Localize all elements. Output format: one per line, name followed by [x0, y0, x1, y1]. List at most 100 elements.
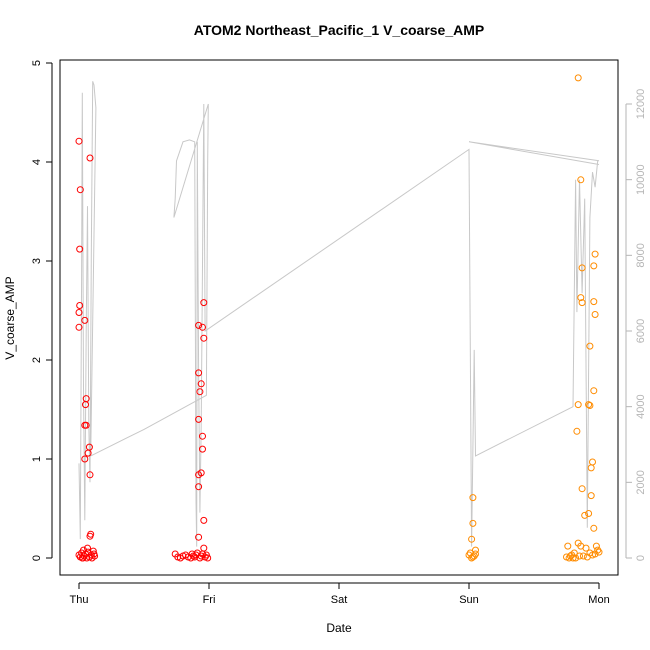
data-point [197, 380, 205, 388]
data-point [195, 471, 203, 479]
data-point [195, 415, 203, 423]
data-point [84, 544, 91, 552]
data-point [591, 550, 599, 558]
line-layer [78, 81, 600, 547]
data-point [586, 402, 594, 409]
bottom-tick-label: Sun [459, 594, 479, 606]
data-point [472, 550, 479, 558]
data-point [199, 445, 206, 453]
data-point [576, 552, 583, 560]
data-point [574, 401, 582, 409]
left-tick-label: 0 [31, 555, 43, 561]
right-axis: 0 2000 4000 6000 8000 10000 12000 [625, 89, 647, 561]
data-point [78, 554, 86, 562]
left-tick-label: 3 [31, 258, 43, 264]
data-point [591, 250, 599, 258]
data-point [590, 262, 598, 270]
data-point [590, 524, 598, 532]
left-tick-label: 5 [31, 60, 43, 66]
data-point [188, 550, 196, 558]
data-point [585, 510, 593, 517]
data-point [195, 533, 203, 541]
bottom-tick-label: Mon [588, 594, 609, 606]
data-point [579, 552, 587, 560]
data-point [587, 492, 595, 500]
data-point [566, 552, 574, 560]
data-point [582, 544, 590, 552]
bottom-axis: Thu Fri Sat Sun Mon [70, 582, 610, 606]
data-point [590, 298, 598, 306]
data-point [578, 299, 586, 307]
data-point [592, 542, 600, 550]
data-point [90, 550, 98, 558]
bottom-tick-label: Fri [203, 594, 216, 606]
data-point [589, 458, 596, 466]
data-point [591, 311, 599, 318]
data-point [577, 176, 585, 184]
data-point [88, 554, 96, 562]
data-point [75, 137, 83, 145]
data-point [574, 74, 582, 82]
data-point [89, 547, 97, 555]
y-axis-label: V_coarse_AMP [3, 276, 17, 359]
data-point [76, 245, 84, 253]
data-point [195, 369, 203, 377]
data-point [86, 471, 94, 479]
data-point [86, 154, 94, 162]
left-tick-label: 4 [31, 159, 43, 165]
data-point [465, 551, 473, 559]
data-point [75, 323, 83, 331]
chart-title: ATOM2 Northeast_Pacific_1 V_coarse_AMP [194, 22, 485, 38]
data-point [84, 449, 92, 457]
data-point [587, 464, 595, 472]
right-tick-label: 4000 [635, 394, 647, 418]
data-point [75, 309, 83, 316]
data-point [468, 535, 476, 543]
data-point [200, 299, 208, 307]
data-point [583, 553, 591, 561]
right-tick-label: 8000 [635, 243, 647, 267]
data-point [195, 483, 203, 491]
data-point [82, 421, 90, 429]
bottom-tick-label: Thu [70, 594, 89, 606]
data-point [200, 334, 208, 342]
right-tick-label: 2000 [635, 470, 647, 494]
data-point [581, 511, 589, 519]
data-point [200, 544, 208, 552]
data-point [82, 401, 89, 409]
data-point [590, 387, 598, 395]
data-point [585, 401, 593, 409]
data-point [578, 485, 586, 493]
series-line [78, 81, 600, 547]
data-point [199, 432, 206, 440]
bottom-tick-label: Sat [331, 594, 348, 606]
points-layer [75, 74, 603, 562]
data-point [81, 316, 89, 324]
data-point [564, 542, 572, 550]
data-point [204, 554, 212, 562]
plot-frame [59, 59, 619, 576]
data-point [76, 302, 84, 309]
left-tick-label: 2 [31, 357, 43, 363]
right-tick-label: 12000 [635, 89, 647, 120]
right-tick-label: 0 [635, 555, 647, 561]
data-point [196, 388, 204, 396]
right-tick-label: 6000 [635, 319, 647, 343]
data-point [470, 552, 478, 560]
data-point [195, 321, 203, 329]
data-point [573, 427, 581, 435]
data-point [86, 532, 94, 540]
left-axis: 0 1 2 3 4 5 [31, 60, 53, 561]
x-axis-label: Date [326, 621, 352, 635]
data-point [197, 552, 205, 560]
data-point [595, 548, 603, 556]
data-point [586, 342, 594, 350]
data-point [199, 323, 206, 331]
left-tick-label: 1 [31, 456, 43, 462]
data-point [469, 519, 477, 527]
data-point [577, 294, 585, 302]
data-point [578, 264, 586, 272]
data-point [76, 186, 84, 194]
